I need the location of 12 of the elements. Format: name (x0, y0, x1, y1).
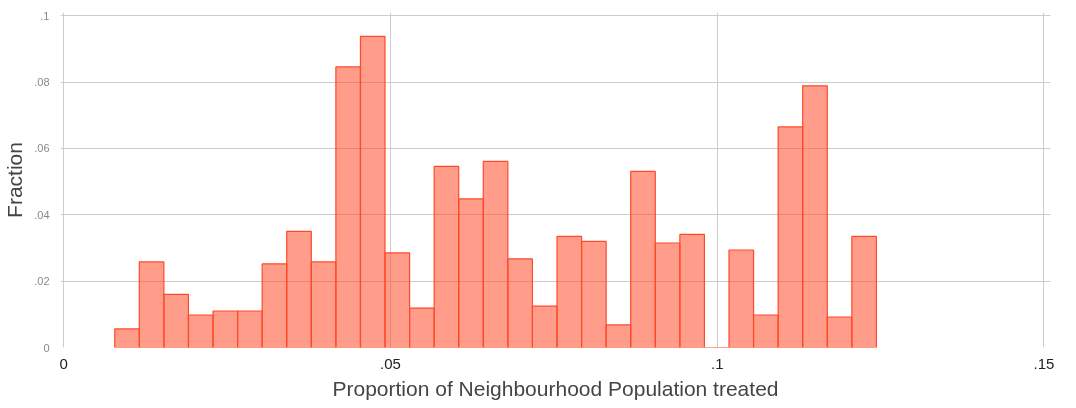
y-tick-label: .04 (34, 208, 50, 221)
x-axis-title: Proportion of Neighbourhood Population treated (332, 376, 779, 400)
x-tick-label: .05 (380, 354, 401, 372)
x-tick-label: .1 (710, 354, 724, 372)
y-tick-label: .06 (34, 142, 50, 155)
y-tick-label: 0 (43, 341, 50, 354)
y-tick-label: .02 (34, 275, 50, 288)
x-tick-label: 0 (59, 354, 68, 372)
y-axis-title: Fraction (3, 142, 27, 218)
y-tick-label: .08 (34, 76, 50, 89)
x-tick-label: .15 (1033, 354, 1055, 372)
y-tick-label: .1 (40, 9, 50, 22)
